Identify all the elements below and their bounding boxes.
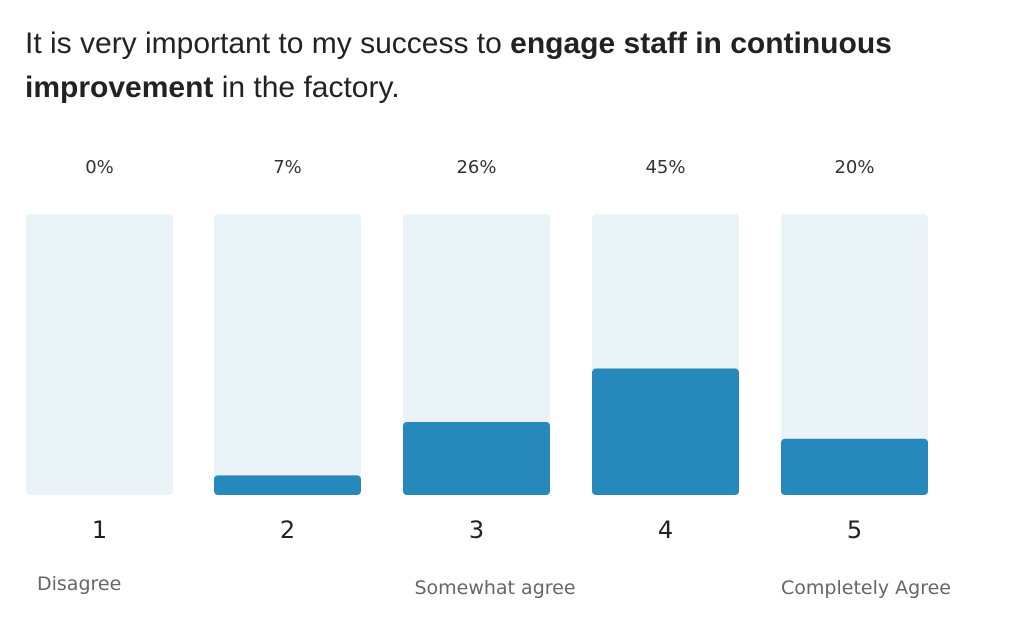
bar [592,368,739,495]
bar [781,438,928,495]
value-label: 26% [456,157,496,178]
bar-track [26,214,173,495]
bar-track [781,214,928,495]
scale-label: Disagree [37,573,121,595]
chart-title: It is very important to my success to en… [25,22,1015,110]
bar [214,475,361,495]
value-label: 20% [834,157,874,178]
scale-label: Somewhat agree [414,577,575,599]
category-label: 2 [280,516,295,544]
value-label: 45% [645,157,685,178]
title-part: in the factory. [213,71,400,104]
category-label: 4 [658,516,673,544]
value-label: 7% [273,157,302,178]
category-label: 1 [92,516,107,544]
scale-label: Completely Agree [781,577,951,599]
bar [403,421,550,495]
title-part: engage staff in continuous improvement [25,27,892,104]
value-label: 0% [85,157,114,178]
category-label: 5 [847,516,862,544]
bar-track [214,214,361,495]
category-label: 3 [469,516,484,544]
title-part: It is very important to my success to [25,27,511,60]
